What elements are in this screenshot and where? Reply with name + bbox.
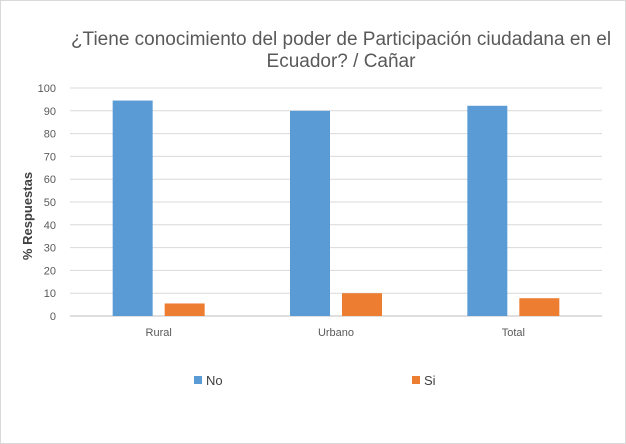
legend-swatch-si: [412, 376, 420, 384]
bar-si-rural: [164, 303, 205, 316]
bar-si-urbano: [342, 293, 382, 316]
y-tick-label: 70: [44, 151, 56, 163]
y-tick-label: 0: [50, 311, 56, 323]
chart-title-line-2: Ecuador? / Cañar: [266, 51, 416, 72]
legend-label-si: Si: [424, 373, 436, 388]
x-tick-label: Urbano: [318, 327, 354, 339]
legend: No Si: [194, 373, 436, 388]
bar-no-total: [467, 105, 508, 316]
tick-labels: 0 10 20 30 40 50 60 70 80 90 100 Rural Urbano Total: [38, 83, 525, 339]
gridlines: [70, 87, 602, 317]
y-tick-label: 60: [44, 174, 56, 186]
y-tick-label: 20: [44, 265, 56, 277]
y-tick-label: 10: [44, 288, 56, 300]
bar-no-rural: [112, 100, 153, 316]
x-tick-label: Rural: [146, 327, 172, 339]
y-tick-label: 80: [44, 129, 56, 141]
bar-si-total: [519, 298, 560, 316]
y-tick-label: 40: [44, 220, 56, 232]
x-tick-label: Total: [502, 327, 525, 339]
y-tick-label: 50: [44, 197, 56, 209]
bar-no-urbano: [290, 110, 330, 316]
bars: [112, 100, 560, 316]
y-tick-label: 90: [44, 106, 56, 118]
y-axis-title: % Respuestas: [20, 172, 35, 260]
legend-swatch-no: [194, 376, 202, 384]
y-tick-label: 30: [44, 243, 56, 255]
chart-title-line-1: ¿Tiene conocimiento del poder de Partici…: [70, 29, 612, 50]
y-tick-label: 100: [38, 83, 56, 95]
legend-label-no: No: [206, 373, 223, 388]
